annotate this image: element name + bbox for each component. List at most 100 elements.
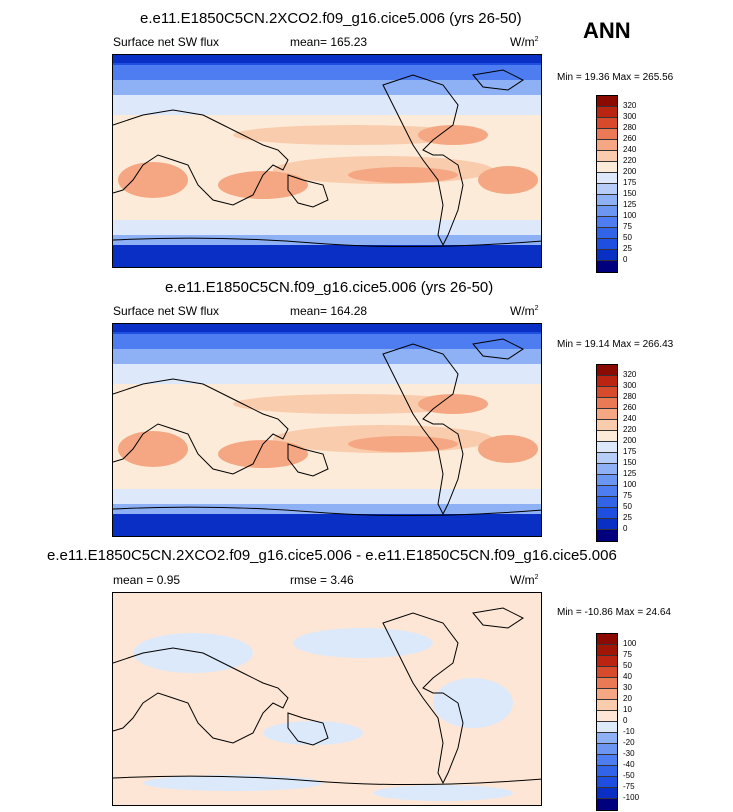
- colorbar-tick-label: 25: [623, 244, 632, 253]
- colorbar-tick-label: 300: [623, 381, 637, 390]
- coastline-antarctica: [113, 775, 541, 786]
- colorbar-swatch: [597, 497, 617, 508]
- colorbar-swatch: [597, 634, 617, 645]
- season-label: ANN: [583, 18, 631, 43]
- panel1-map: [112, 54, 542, 268]
- panel2-variable: Surface net SW flux: [113, 304, 220, 318]
- coastline-greenland: [472, 69, 524, 91]
- map-region: [478, 166, 538, 194]
- colorbar-tick-label: 260: [623, 403, 637, 412]
- map-region: [478, 435, 538, 463]
- colorbar-swatch: [597, 162, 617, 173]
- coastline-australia: [287, 443, 329, 477]
- panel1-title: e.e11.E1850C5CN.2XCO2.f09_g16.cice5.006 …: [140, 10, 522, 27]
- colorbar-tick-label: 220: [623, 425, 637, 434]
- colorbar-tick-label: 280: [623, 123, 637, 132]
- colorbar-swatch: [597, 431, 617, 442]
- colorbar-swatch: [597, 799, 617, 810]
- map-region: [418, 394, 488, 414]
- colorbar-tick-label: 150: [623, 189, 637, 198]
- colorbar-swatch: [597, 442, 617, 453]
- colorbar-swatch: [597, 475, 617, 486]
- panel2-colorbar: [596, 364, 618, 542]
- colorbar-swatch: [597, 140, 617, 151]
- map-region: [118, 162, 188, 198]
- colorbar-swatch: [597, 711, 617, 722]
- colorbar-swatch: [597, 722, 617, 733]
- colorbar-tick-label: 125: [623, 200, 637, 209]
- map-region: [133, 633, 253, 673]
- colorbar-tick-label: -100: [623, 793, 640, 802]
- map-region: [233, 125, 473, 145]
- colorbar-tick-label: 40: [623, 672, 632, 681]
- colorbar-tick-label: 260: [623, 134, 637, 143]
- colorbar-swatch: [597, 530, 617, 541]
- coastline-australia: [287, 174, 329, 208]
- colorbar-swatch: [597, 777, 617, 788]
- colorbar-swatch: [597, 184, 617, 195]
- colorbar-swatch: [597, 486, 617, 497]
- colorbar-tick-label: 125: [623, 469, 637, 478]
- colorbar-tick-label: 100: [623, 211, 637, 220]
- colorbar-swatch: [597, 195, 617, 206]
- panel2-mean: mean= 164.28: [290, 304, 368, 318]
- map-region: [348, 167, 458, 183]
- colorbar-swatch: [597, 689, 617, 700]
- colorbar-swatch: [597, 365, 617, 376]
- map-region: [433, 678, 513, 728]
- map-region: [418, 125, 488, 145]
- colorbar-tick-label: 0: [623, 716, 628, 725]
- colorbar-swatch: [597, 519, 617, 530]
- coastline-eurasia-africa: [113, 647, 289, 744]
- colorbar-swatch: [597, 464, 617, 475]
- colorbar-swatch: [597, 173, 617, 184]
- panel2-units: W/m2: [510, 304, 539, 318]
- panel3-minmax: Min = -10.86 Max = 24.64: [557, 607, 671, 618]
- colorbar-swatch: [597, 667, 617, 678]
- colorbar-swatch: [597, 376, 617, 387]
- map-region: [348, 436, 458, 452]
- map-region: [143, 775, 323, 791]
- map-region: [233, 394, 473, 414]
- colorbar-tick-label: 100: [623, 639, 637, 648]
- colorbar-tick-label: 240: [623, 145, 637, 154]
- colorbar-tick-label: 0: [623, 524, 628, 533]
- colorbar-tick-label: -75: [623, 782, 635, 791]
- map-region: [373, 785, 513, 801]
- panel1-colorbar: [596, 95, 618, 273]
- colorbar-tick-label: 0: [623, 255, 628, 264]
- colorbar-tick-label: 50: [623, 233, 632, 242]
- coastline-eurasia-africa: [113, 378, 289, 475]
- colorbar-tick-label: 50: [623, 502, 632, 511]
- colorbar-swatch: [597, 678, 617, 689]
- coastline-eurasia-africa: [113, 109, 289, 206]
- colorbar-swatch: [597, 96, 617, 107]
- colorbar-tick-label: 75: [623, 650, 632, 659]
- colorbar-tick-label: 50: [623, 661, 632, 670]
- coastline-americas: [382, 343, 464, 516]
- map-region: [218, 440, 308, 468]
- colorbar-tick-label: 100: [623, 480, 637, 489]
- colorbar-tick-label: 25: [623, 513, 632, 522]
- map-band: [113, 514, 541, 536]
- colorbar-swatch: [597, 118, 617, 129]
- panel1-mean: mean= 165.23: [290, 35, 368, 49]
- map-region: [118, 431, 188, 467]
- panel2-map-svg: [113, 324, 541, 536]
- colorbar-swatch: [597, 755, 617, 766]
- panel3-rmse: rmse = 3.46: [290, 573, 354, 587]
- panel1-minmax: Min = 19.36 Max = 265.56: [557, 72, 674, 83]
- colorbar-tick-label: 175: [623, 447, 637, 456]
- colorbar-swatch: [597, 645, 617, 656]
- colorbar-tick-label: 200: [623, 436, 637, 445]
- colorbar-tick-label: 175: [623, 178, 637, 187]
- map-region: [263, 721, 363, 745]
- colorbar-tick-label: 75: [623, 222, 632, 231]
- coastlines: [113, 338, 541, 517]
- coastline-greenland: [472, 338, 524, 360]
- colorbar-tick-label: -30: [623, 749, 635, 758]
- map-band: [113, 593, 541, 605]
- colorbar-swatch: [597, 228, 617, 239]
- colorbar-tick-label: 20: [623, 694, 632, 703]
- colorbar-swatch: [597, 700, 617, 711]
